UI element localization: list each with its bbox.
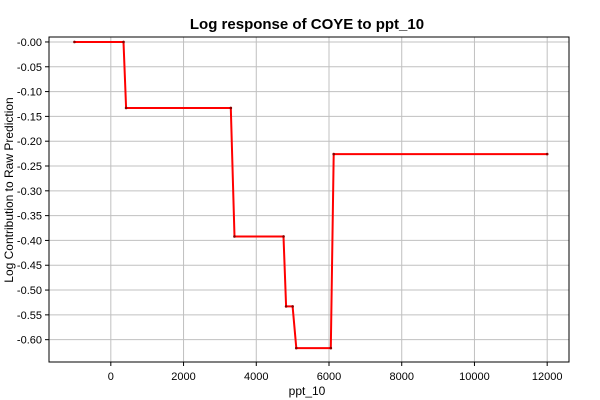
y-tick-label: -0.50 — [17, 285, 42, 297]
y-tick-label: -0.05 — [17, 62, 42, 74]
series-line — [74, 41, 548, 350]
series-point — [329, 346, 333, 350]
y-tick-label: -0.10 — [17, 87, 42, 99]
x-tick-label: 10000 — [459, 371, 490, 383]
y-tick-label: -0.55 — [17, 310, 42, 322]
chart-title: Log response of COYE to ppt_10 — [190, 16, 424, 33]
y-tick-label: -0.30 — [17, 186, 42, 198]
y-tick-label: -0.00 — [17, 37, 42, 49]
series-point — [122, 40, 125, 44]
series-point — [229, 106, 233, 110]
y-tick-label: -0.40 — [17, 235, 42, 247]
plot-frame — [48, 36, 570, 363]
y-tick-label: -0.15 — [17, 111, 42, 123]
x-tick-label: 2000 — [171, 371, 195, 383]
x-tick-label: 8000 — [389, 371, 413, 383]
series-point — [291, 305, 294, 308]
series-point — [73, 40, 76, 44]
x-tick-label: 6000 — [317, 371, 341, 383]
grid-lines — [49, 37, 569, 362]
y-tick-label: -0.45 — [17, 260, 42, 272]
y-axis-label: Log Contribution to Raw Prediction — [2, 97, 16, 282]
series-point — [282, 235, 285, 238]
series-layer — [73, 40, 549, 350]
x-tick-label: 0 — [108, 371, 114, 383]
series-point — [545, 152, 549, 156]
series-point — [124, 106, 128, 110]
x-tick-label: 12000 — [532, 371, 563, 383]
series-point — [294, 346, 298, 350]
series-point — [332, 152, 336, 156]
y-tick-label: -0.35 — [17, 211, 42, 223]
series-point — [284, 305, 288, 308]
x-axis-label: ppt_10 — [289, 384, 326, 398]
x-tick-label: 4000 — [244, 371, 268, 383]
axis-ticks: 0 2000 4000 6000 8000 10000 12000 -0.00 -0.05 -0.… — [17, 37, 563, 383]
y-tick-label: -0.20 — [17, 136, 42, 148]
y-tick-label: -0.60 — [17, 335, 42, 347]
series-point — [233, 235, 236, 238]
y-tick-label: -0.25 — [17, 161, 42, 173]
